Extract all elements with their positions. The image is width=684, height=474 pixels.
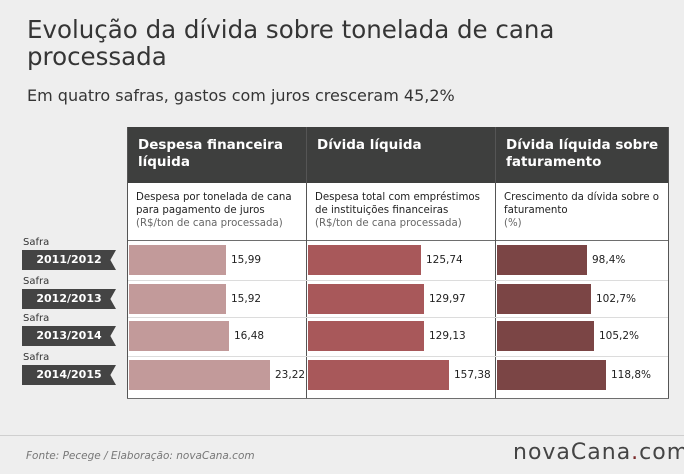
bar-series-1 — [129, 321, 229, 351]
bar-series-3 — [497, 360, 606, 390]
footer-divider — [0, 435, 684, 436]
subheader-divider — [127, 240, 669, 241]
row-prefix-label: Safra — [23, 352, 50, 363]
table-bottom-rule — [127, 398, 669, 399]
row-divider — [128, 317, 668, 318]
column-divider-2 — [495, 127, 496, 398]
bar-series-3 — [497, 284, 591, 314]
bar-value-label: 98,4% — [592, 254, 626, 266]
bar-value-label: 125,74 — [426, 254, 463, 266]
column-divider-right — [668, 127, 669, 398]
column-subheader-2: Despesa total com empréstimos de institu… — [306, 183, 495, 240]
column-header-1-label: Despesa financeira líquida — [138, 137, 283, 170]
column-divider-left — [127, 127, 128, 398]
row-category-label: 2011/2012 — [22, 250, 116, 270]
column-3-unit: (%) — [504, 218, 522, 229]
bar-value-label: 129,13 — [429, 330, 466, 342]
bar-series-1 — [129, 245, 226, 275]
bar-value-label: 15,99 — [231, 254, 262, 266]
bar-value-label: 105,2% — [599, 330, 640, 342]
column-1-description: Despesa por tonelada de cana para pagame… — [136, 192, 292, 216]
brand-logo-main: novaCana — [513, 440, 632, 465]
bar-value-label: 129,97 — [429, 293, 466, 305]
brand-logo-dot: . — [631, 440, 640, 465]
chart-title: Evolução da dívida sobre tonelada de can… — [27, 15, 555, 71]
bar-series-2 — [308, 360, 449, 390]
bar-series-1 — [129, 284, 226, 314]
row-prefix-label: Safra — [23, 313, 50, 324]
row-prefix-label: Safra — [23, 237, 50, 248]
bar-value-label: 16,48 — [234, 330, 265, 342]
column-header-3: Dívida líquida sobre faturamento — [495, 127, 669, 183]
chart-subtitle: Em quatro safras, gastos com juros cresc… — [27, 86, 455, 105]
column-header-2: Dívida líquida — [306, 127, 495, 183]
bar-value-label: 157,38 — [454, 369, 491, 381]
column-1-unit: (R$/ton de cana processada) — [136, 218, 283, 229]
bar-series-3 — [497, 245, 587, 275]
bar-value-label: 118,8% — [611, 369, 652, 381]
bar-value-label: 102,7% — [596, 293, 637, 305]
bar-series-2 — [308, 284, 424, 314]
column-subheader-3: Crescimento da dívida sobre o faturament… — [495, 183, 669, 240]
bar-series-2 — [308, 245, 421, 275]
column-2-description: Despesa total com empréstimos de institu… — [315, 192, 480, 216]
row-category-label: 2013/2014 — [22, 326, 116, 346]
brand-logo: novaCana.com — [513, 440, 684, 465]
column-divider-1 — [306, 127, 307, 398]
bar-series-1 — [129, 360, 270, 390]
source-note: Fonte: Pecege / Elaboração: novaCana.com — [26, 450, 255, 462]
row-category-label: 2014/2015 — [22, 365, 116, 385]
column-header-1: Despesa financeira líquida — [127, 127, 306, 183]
row-divider — [128, 280, 668, 281]
column-header-2-label: Dívida líquida — [317, 137, 422, 153]
column-3-description: Crescimento da dívida sobre o faturament… — [504, 192, 659, 216]
row-prefix-label: Safra — [23, 276, 50, 287]
row-category-label: 2012/2013 — [22, 289, 116, 309]
bar-value-label: 15,92 — [231, 293, 262, 305]
column-header-3-label: Dívida líquida sobre faturamento — [506, 137, 659, 170]
bar-value-label: 23,22 — [275, 369, 306, 381]
row-divider — [128, 356, 668, 357]
column-2-unit: (R$/ton de cana processada) — [315, 218, 462, 229]
bar-series-3 — [497, 321, 594, 351]
brand-logo-tld: com — [639, 440, 684, 465]
bar-series-2 — [308, 321, 424, 351]
column-subheader-1: Despesa por tonelada de cana para pagame… — [127, 183, 306, 240]
